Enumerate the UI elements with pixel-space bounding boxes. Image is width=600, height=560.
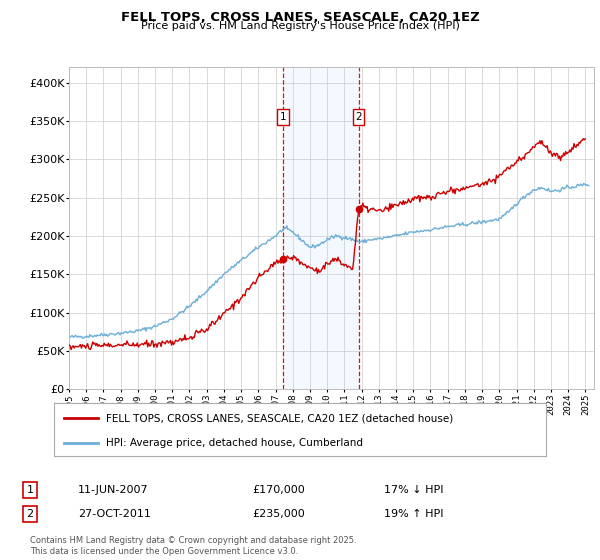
Text: FELL TOPS, CROSS LANES, SEASCALE, CA20 1EZ (detached house): FELL TOPS, CROSS LANES, SEASCALE, CA20 1… [106,413,453,423]
Text: Price paid vs. HM Land Registry's House Price Index (HPI): Price paid vs. HM Land Registry's House … [140,21,460,31]
Text: £170,000: £170,000 [252,485,305,495]
Text: 2: 2 [355,112,362,122]
Text: 27-OCT-2011: 27-OCT-2011 [78,509,151,519]
Text: 17% ↓ HPI: 17% ↓ HPI [384,485,443,495]
Text: 11-JUN-2007: 11-JUN-2007 [78,485,149,495]
Text: 1: 1 [280,112,286,122]
Text: FELL TOPS, CROSS LANES, SEASCALE, CA20 1EZ: FELL TOPS, CROSS LANES, SEASCALE, CA20 1… [121,11,479,24]
Text: HPI: Average price, detached house, Cumberland: HPI: Average price, detached house, Cumb… [106,438,362,448]
Text: 1: 1 [26,485,34,495]
Bar [283,67,359,389]
Text: 2: 2 [26,509,34,519]
Text: 19% ↑ HPI: 19% ↑ HPI [384,509,443,519]
Text: Contains HM Land Registry data © Crown copyright and database right 2025.
This d: Contains HM Land Registry data © Crown c… [30,536,356,556]
Text: £235,000: £235,000 [252,509,305,519]
